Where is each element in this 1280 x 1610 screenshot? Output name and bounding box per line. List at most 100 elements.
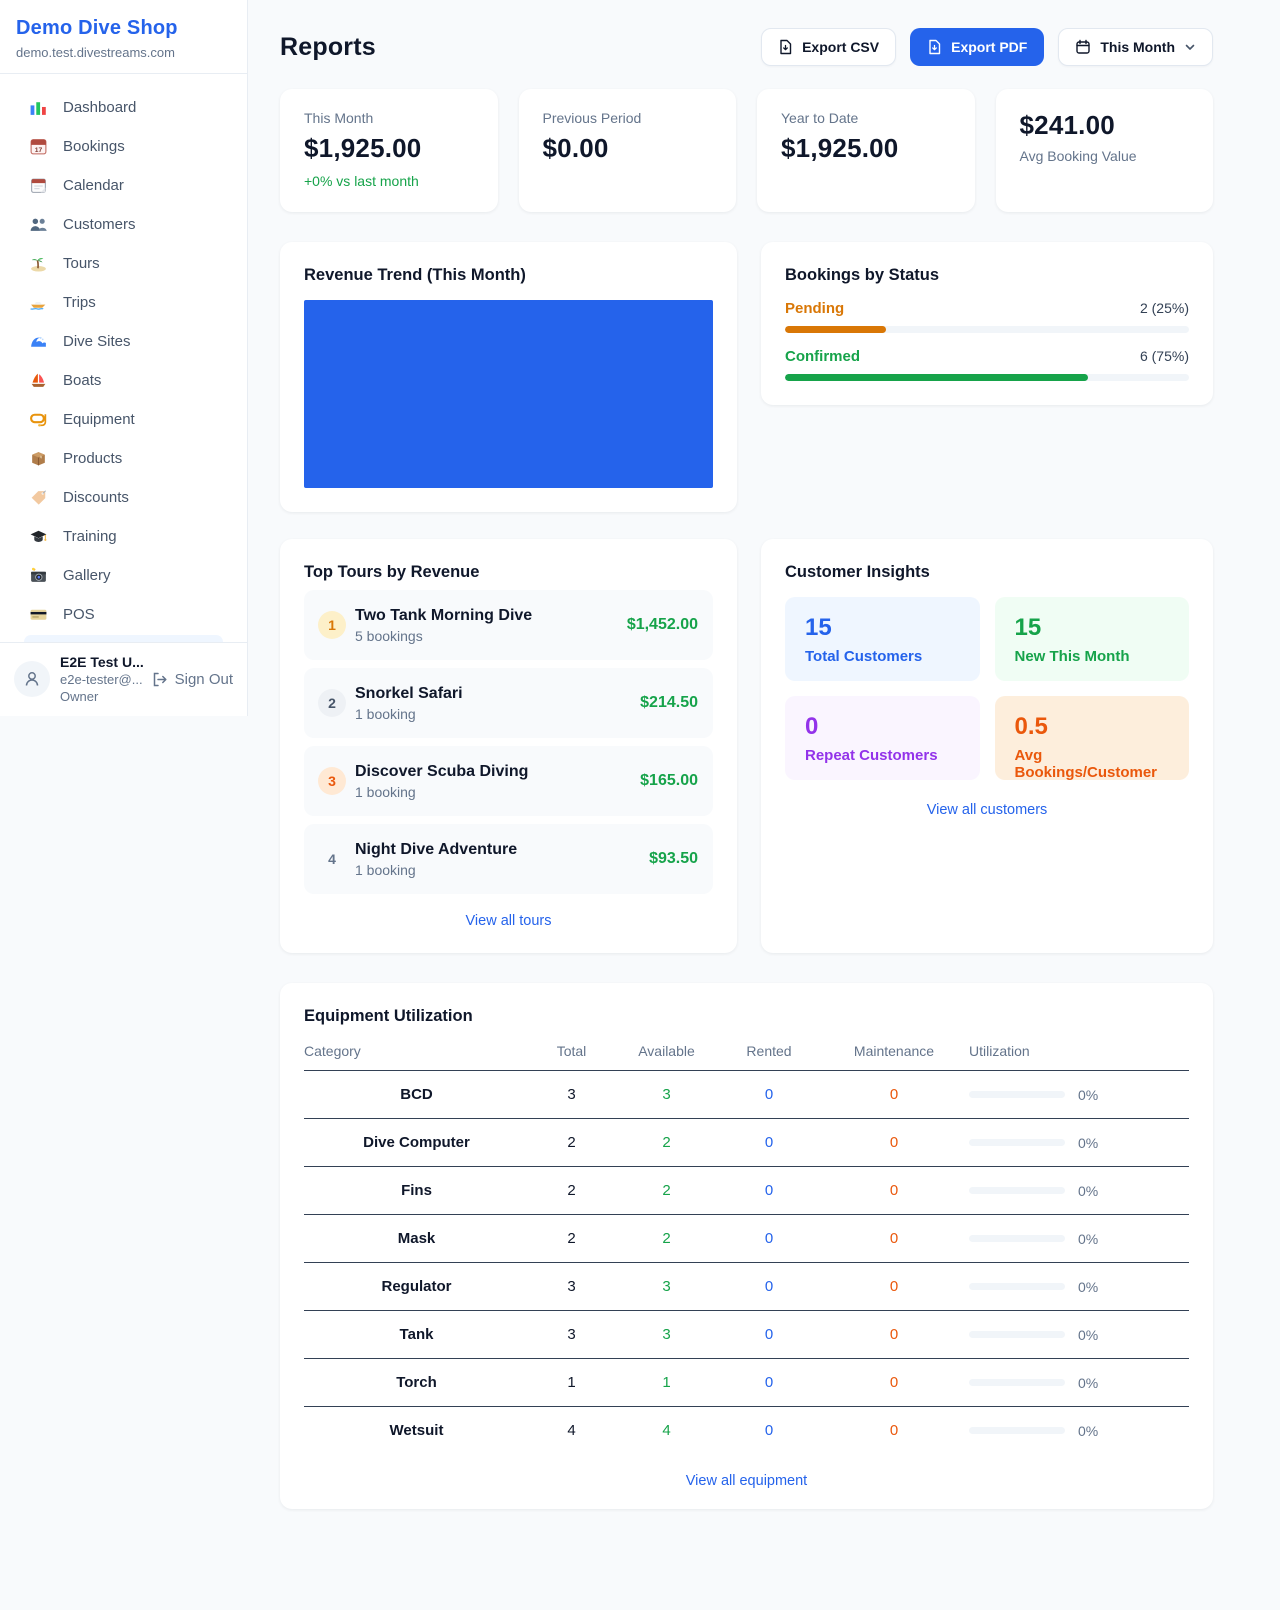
equipment-maintenance: 0 bbox=[819, 1214, 969, 1263]
insight-label: Total Customers bbox=[805, 648, 923, 665]
view-all-tours-link[interactable]: View all tours bbox=[465, 913, 552, 929]
sidebar-item-label: Dive Sites bbox=[63, 333, 131, 350]
status-count: 2 (25%) bbox=[1139, 300, 1189, 316]
sidebar-item-dashboard[interactable]: Dashboard bbox=[12, 88, 235, 127]
tour-name: Night Dive Adventure bbox=[355, 840, 518, 858]
brand-block: Demo Dive Shop demo.test.divestreams.com bbox=[0, 0, 247, 73]
main-content: Reports Export CSV Export PDF This Month… bbox=[248, 0, 1280, 1551]
sidebar-item-customers[interactable]: Customers bbox=[12, 205, 235, 244]
equipment-available: 3 bbox=[614, 1070, 719, 1119]
sidebar-item-gallery[interactable]: Gallery bbox=[12, 556, 235, 595]
calendar-icon bbox=[1076, 39, 1091, 54]
tour-list-item: 2 Snorkel Safari 1 booking $214.50 bbox=[304, 668, 713, 738]
sidebar-item-discounts[interactable]: Discounts bbox=[12, 478, 235, 517]
user-panel: E2E Test U... e2e-tester@... Owner Sign … bbox=[0, 642, 247, 716]
bookings-by-status-title: Bookings by Status bbox=[785, 266, 940, 284]
utilization-bar-track bbox=[969, 1331, 1065, 1338]
stat-value: $241.00 bbox=[1019, 110, 1115, 140]
tours-island-icon bbox=[29, 254, 48, 273]
sidebar-item-bookings[interactable]: 17 Bookings bbox=[12, 127, 235, 166]
export-csv-button[interactable]: Export CSV bbox=[761, 28, 897, 66]
sidebar-item-boats[interactable]: Boats bbox=[12, 361, 235, 400]
customer-insights-title: Customer Insights bbox=[785, 563, 930, 581]
equipment-total: 4 bbox=[567, 1422, 576, 1439]
stat-value: $0.00 bbox=[542, 133, 609, 163]
dive-mask-icon bbox=[29, 410, 48, 429]
table-header-row: Category Total Available Rented Maintena… bbox=[304, 1043, 1189, 1071]
column-header: Category bbox=[304, 1043, 529, 1071]
sidebar-item-calendar[interactable]: Calendar bbox=[12, 166, 235, 205]
status-row-confirmed: Confirmed 6 (75%) bbox=[785, 348, 1189, 381]
sidebar-item-equipment[interactable]: Equipment bbox=[12, 400, 235, 439]
table-row: BCD 3 3 0 0 0% bbox=[304, 1070, 1189, 1119]
status-bar-fill bbox=[785, 326, 886, 333]
sign-out-button[interactable]: Sign Out bbox=[151, 671, 233, 688]
stat-delta: +0% vs last month bbox=[304, 173, 419, 189]
equipment-category: Regulator bbox=[304, 1262, 529, 1311]
stat-label: Year to Date bbox=[781, 110, 859, 126]
table-row: Mask 2 2 0 0 0% bbox=[304, 1214, 1189, 1263]
utilization-bar-track bbox=[969, 1427, 1065, 1434]
insight-value: 15 bbox=[1014, 614, 1042, 641]
rank-badge: 3 bbox=[318, 767, 346, 795]
calendar-icon bbox=[29, 176, 48, 195]
stat-value: $1,925.00 bbox=[781, 133, 899, 163]
tour-list-item: 1 Two Tank Morning Dive 5 bookings $1,45… bbox=[304, 590, 713, 660]
equipment-category: Torch bbox=[304, 1358, 529, 1407]
page-title: Reports bbox=[280, 32, 376, 61]
view-all-customers-link[interactable]: View all customers bbox=[926, 802, 1048, 818]
equipment-utilization-card: Equipment Utilization Category Total Ava… bbox=[280, 983, 1213, 1509]
sidebar-item-label: Calendar bbox=[63, 177, 124, 194]
tour-bookings: 1 booking bbox=[355, 783, 416, 800]
insight-value: 15 bbox=[805, 614, 832, 641]
column-header: Rented bbox=[719, 1043, 819, 1071]
sidebar-item-dive-sites[interactable]: Dive Sites bbox=[12, 322, 235, 361]
sidebar-item-label: Bookings bbox=[63, 138, 125, 155]
view-all-equipment-link[interactable]: View all equipment bbox=[685, 1473, 808, 1489]
sidebar-item-pos[interactable]: POS bbox=[12, 595, 235, 634]
sidebar-nav: Dashboard 17 Bookings Calendar Customers… bbox=[0, 74, 247, 642]
sign-out-icon bbox=[153, 672, 167, 686]
stat-card-previous-period: Previous Period $0.00 bbox=[518, 89, 736, 212]
utilization-percent: 0% bbox=[1078, 1230, 1099, 1247]
equipment-total: 3 bbox=[529, 1262, 614, 1311]
revenue-trend-card: Revenue Trend (This Month) bbox=[280, 242, 737, 512]
tour-bookings: 1 booking bbox=[355, 705, 416, 722]
customers-icon bbox=[29, 215, 48, 234]
equipment-rented: 0 bbox=[764, 1422, 774, 1439]
status-row-pending: Pending 2 (25%) bbox=[785, 300, 1189, 333]
sidebar-item-tours[interactable]: Tours bbox=[12, 244, 235, 283]
rank-badge: 1 bbox=[318, 611, 346, 639]
sidebar-item-training[interactable]: Training bbox=[12, 517, 235, 556]
utilization-percent: 0% bbox=[1078, 1326, 1099, 1343]
tour-revenue: $165.00 bbox=[640, 772, 698, 789]
sidebar-item-products[interactable]: Products bbox=[12, 439, 235, 478]
sidebar-item-reports-active-partial[interactable] bbox=[24, 635, 223, 642]
equipment-category: Wetsuit bbox=[389, 1422, 444, 1439]
utilization-bar-track bbox=[969, 1235, 1065, 1242]
file-download-icon bbox=[780, 39, 792, 55]
sidebar-item-trips[interactable]: Trips bbox=[12, 283, 235, 322]
status-bar-track bbox=[785, 374, 1189, 381]
export-pdf-button[interactable]: Export PDF bbox=[910, 28, 1045, 66]
utilization-bar-track bbox=[969, 1139, 1065, 1146]
period-dropdown[interactable]: This Month bbox=[1058, 28, 1213, 66]
graduation-cap-icon bbox=[29, 527, 48, 546]
sidebar-item-label: Gallery bbox=[63, 567, 111, 584]
dashboard-chart-icon bbox=[29, 98, 48, 117]
revenue-trend-title: Revenue Trend (This Month) bbox=[304, 266, 526, 284]
tour-name: Two Tank Morning Dive bbox=[355, 606, 533, 624]
table-row: Dive Computer 2 2 0 0 0% bbox=[304, 1118, 1189, 1167]
customer-insights-card: Customer Insights 15 Total Customers 15 … bbox=[761, 539, 1213, 953]
column-header: Total bbox=[529, 1043, 614, 1071]
stat-label: This Month bbox=[304, 110, 374, 126]
sidebar-item-label: Customers bbox=[63, 216, 136, 233]
stat-card-this-month: This Month $1,925.00 +0% vs last month bbox=[280, 89, 498, 212]
export-csv-label: Export CSV bbox=[802, 39, 880, 55]
insight-tile-total-customers: 15 Total Customers bbox=[785, 597, 980, 681]
equipment-category: Tank bbox=[304, 1310, 529, 1359]
top-tours-title: Top Tours by Revenue bbox=[304, 563, 480, 581]
equipment-category: Mask bbox=[304, 1214, 529, 1263]
equipment-category: Fins bbox=[304, 1166, 529, 1215]
column-header: Utilization bbox=[969, 1043, 1189, 1071]
